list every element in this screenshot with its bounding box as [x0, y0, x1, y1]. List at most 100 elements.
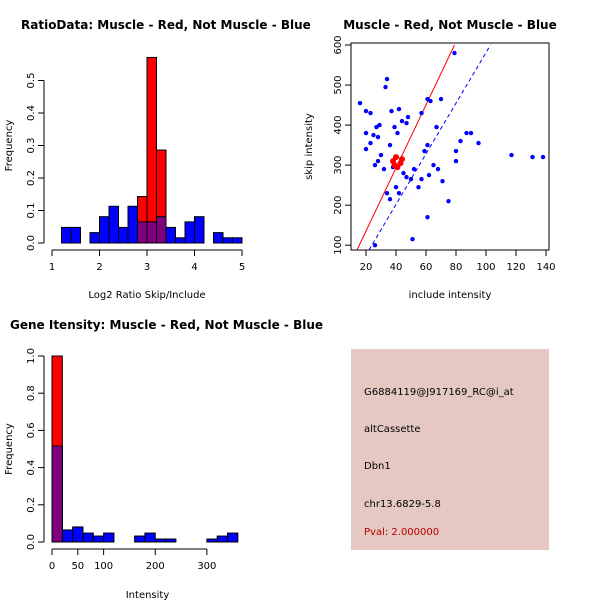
p-value: Pval: 2.000000	[364, 527, 440, 538]
not-muscle-point	[476, 140, 481, 146]
chart-title: Gene Itensity: Muscle - Red, Not Muscle …	[10, 318, 323, 332]
not-muscle-point	[425, 214, 430, 220]
blue-bar	[92, 535, 105, 543]
y-tick-label: 0.8	[26, 385, 37, 401]
muscle-point	[393, 154, 399, 161]
x-axis-label: Log2 Ratio Skip/Include	[88, 290, 205, 301]
chart-title: Muscle - Red, Not Muscle - Blue	[343, 18, 557, 32]
y-tick-label: 300	[333, 156, 344, 175]
not-muscle-point	[371, 132, 376, 138]
overlap-bar	[51, 445, 63, 543]
not-muscle-point	[384, 190, 390, 196]
y-tick-label: 1.0	[26, 348, 37, 364]
blue-bar	[103, 532, 115, 543]
gene-name: Dbn1	[364, 461, 391, 472]
y-tick-label: 0.0	[26, 534, 37, 550]
not-muscle-point	[440, 178, 445, 184]
y-axis-label: skip intensity	[304, 113, 315, 180]
y-tick-label: 200	[333, 196, 344, 215]
not-muscle-point	[387, 142, 393, 148]
not-muscle-point	[509, 152, 514, 158]
not-muscle-point	[405, 114, 411, 120]
not-muscle-point	[372, 242, 378, 248]
not-muscle-point	[368, 110, 373, 116]
blue-bar	[206, 538, 218, 543]
x-tick-label: 80	[450, 262, 463, 273]
x-tick-label: 100	[476, 262, 495, 273]
not-muscle-point	[419, 110, 424, 116]
not-muscle-point	[372, 162, 378, 168]
not-muscle-point	[416, 184, 421, 190]
y-axis-label: Frequency	[4, 423, 15, 475]
blue-bar	[194, 216, 205, 244]
x-tick-label: 20	[360, 262, 373, 273]
not-muscle-fit-line	[368, 44, 491, 250]
not-muscle-point	[393, 184, 399, 190]
x-tick-label: 5	[239, 262, 245, 273]
not-muscle-point	[368, 140, 373, 146]
blue-bar	[165, 538, 177, 543]
not-muscle-point	[540, 154, 546, 160]
not-muscle-point	[396, 106, 402, 112]
not-muscle-point	[452, 50, 457, 56]
not-muscle-point	[468, 130, 474, 136]
not-muscle-point	[425, 142, 430, 148]
y-tick-label: 0.2	[26, 497, 37, 513]
not-muscle-point	[377, 122, 382, 128]
y-tick-label: 100	[333, 236, 344, 255]
y-axis-label: Frequency	[4, 120, 15, 172]
plot-box	[350, 42, 550, 251]
not-muscle-point	[381, 166, 387, 172]
y-tick-label: 500	[333, 75, 344, 94]
y-tick-label: 0.4	[26, 460, 37, 476]
not-muscle-point	[375, 158, 381, 164]
not-muscle-point	[410, 236, 415, 242]
x-tick-label: 0	[49, 561, 55, 572]
not-muscle-point	[435, 166, 441, 172]
y-tick-label: 600	[333, 35, 344, 54]
not-muscle-point	[395, 130, 400, 136]
not-muscle-point	[408, 176, 414, 182]
x-tick-label: 50	[71, 561, 84, 572]
blue-bar	[144, 532, 156, 543]
not-muscle-point	[363, 146, 369, 152]
not-muscle-point	[363, 108, 369, 114]
not-muscle-point	[434, 124, 439, 130]
x-tick-label: 60	[420, 262, 433, 273]
y-tick-label: 0.0	[26, 235, 37, 251]
info-panel: G6884119@J917169_RC@i_at altCassette Dbn…	[351, 349, 549, 550]
not-muscle-point	[446, 198, 451, 204]
not-muscle-point	[438, 96, 444, 102]
blue-bar	[134, 535, 146, 543]
y-tick-label: 0.4	[26, 105, 37, 121]
not-muscle-point	[378, 152, 384, 158]
not-muscle-point	[404, 120, 409, 126]
blue-bar	[227, 532, 239, 543]
not-muscle-point	[428, 98, 433, 104]
not-muscle-point	[453, 158, 459, 164]
blue-bar	[72, 526, 84, 543]
x-tick-label: 3	[144, 262, 150, 273]
blue-bar	[216, 535, 229, 543]
not-muscle-point	[387, 196, 393, 202]
x-tick-label: 4	[191, 262, 197, 273]
muscle-fit-line	[356, 44, 455, 250]
not-muscle-point	[383, 84, 388, 90]
muscle-point	[397, 160, 404, 167]
not-muscle-point	[396, 190, 402, 196]
not-muscle-point	[464, 130, 469, 136]
x-tick-label: 140	[536, 262, 555, 273]
chromosome-location: chr13.6829-5.8	[364, 499, 441, 510]
not-muscle-point	[375, 134, 381, 140]
blue-bar	[154, 538, 167, 543]
not-muscle-point	[363, 130, 369, 136]
x-axis-label: include intensity	[409, 290, 492, 301]
probe-id: G6884119@J917169_RC@i_at	[364, 387, 514, 398]
x-tick-label: 2	[96, 262, 102, 273]
not-muscle-point	[411, 166, 417, 172]
y-tick-label: 0.2	[26, 170, 37, 186]
not-muscle-point	[404, 174, 409, 180]
blue-bar	[82, 532, 94, 543]
